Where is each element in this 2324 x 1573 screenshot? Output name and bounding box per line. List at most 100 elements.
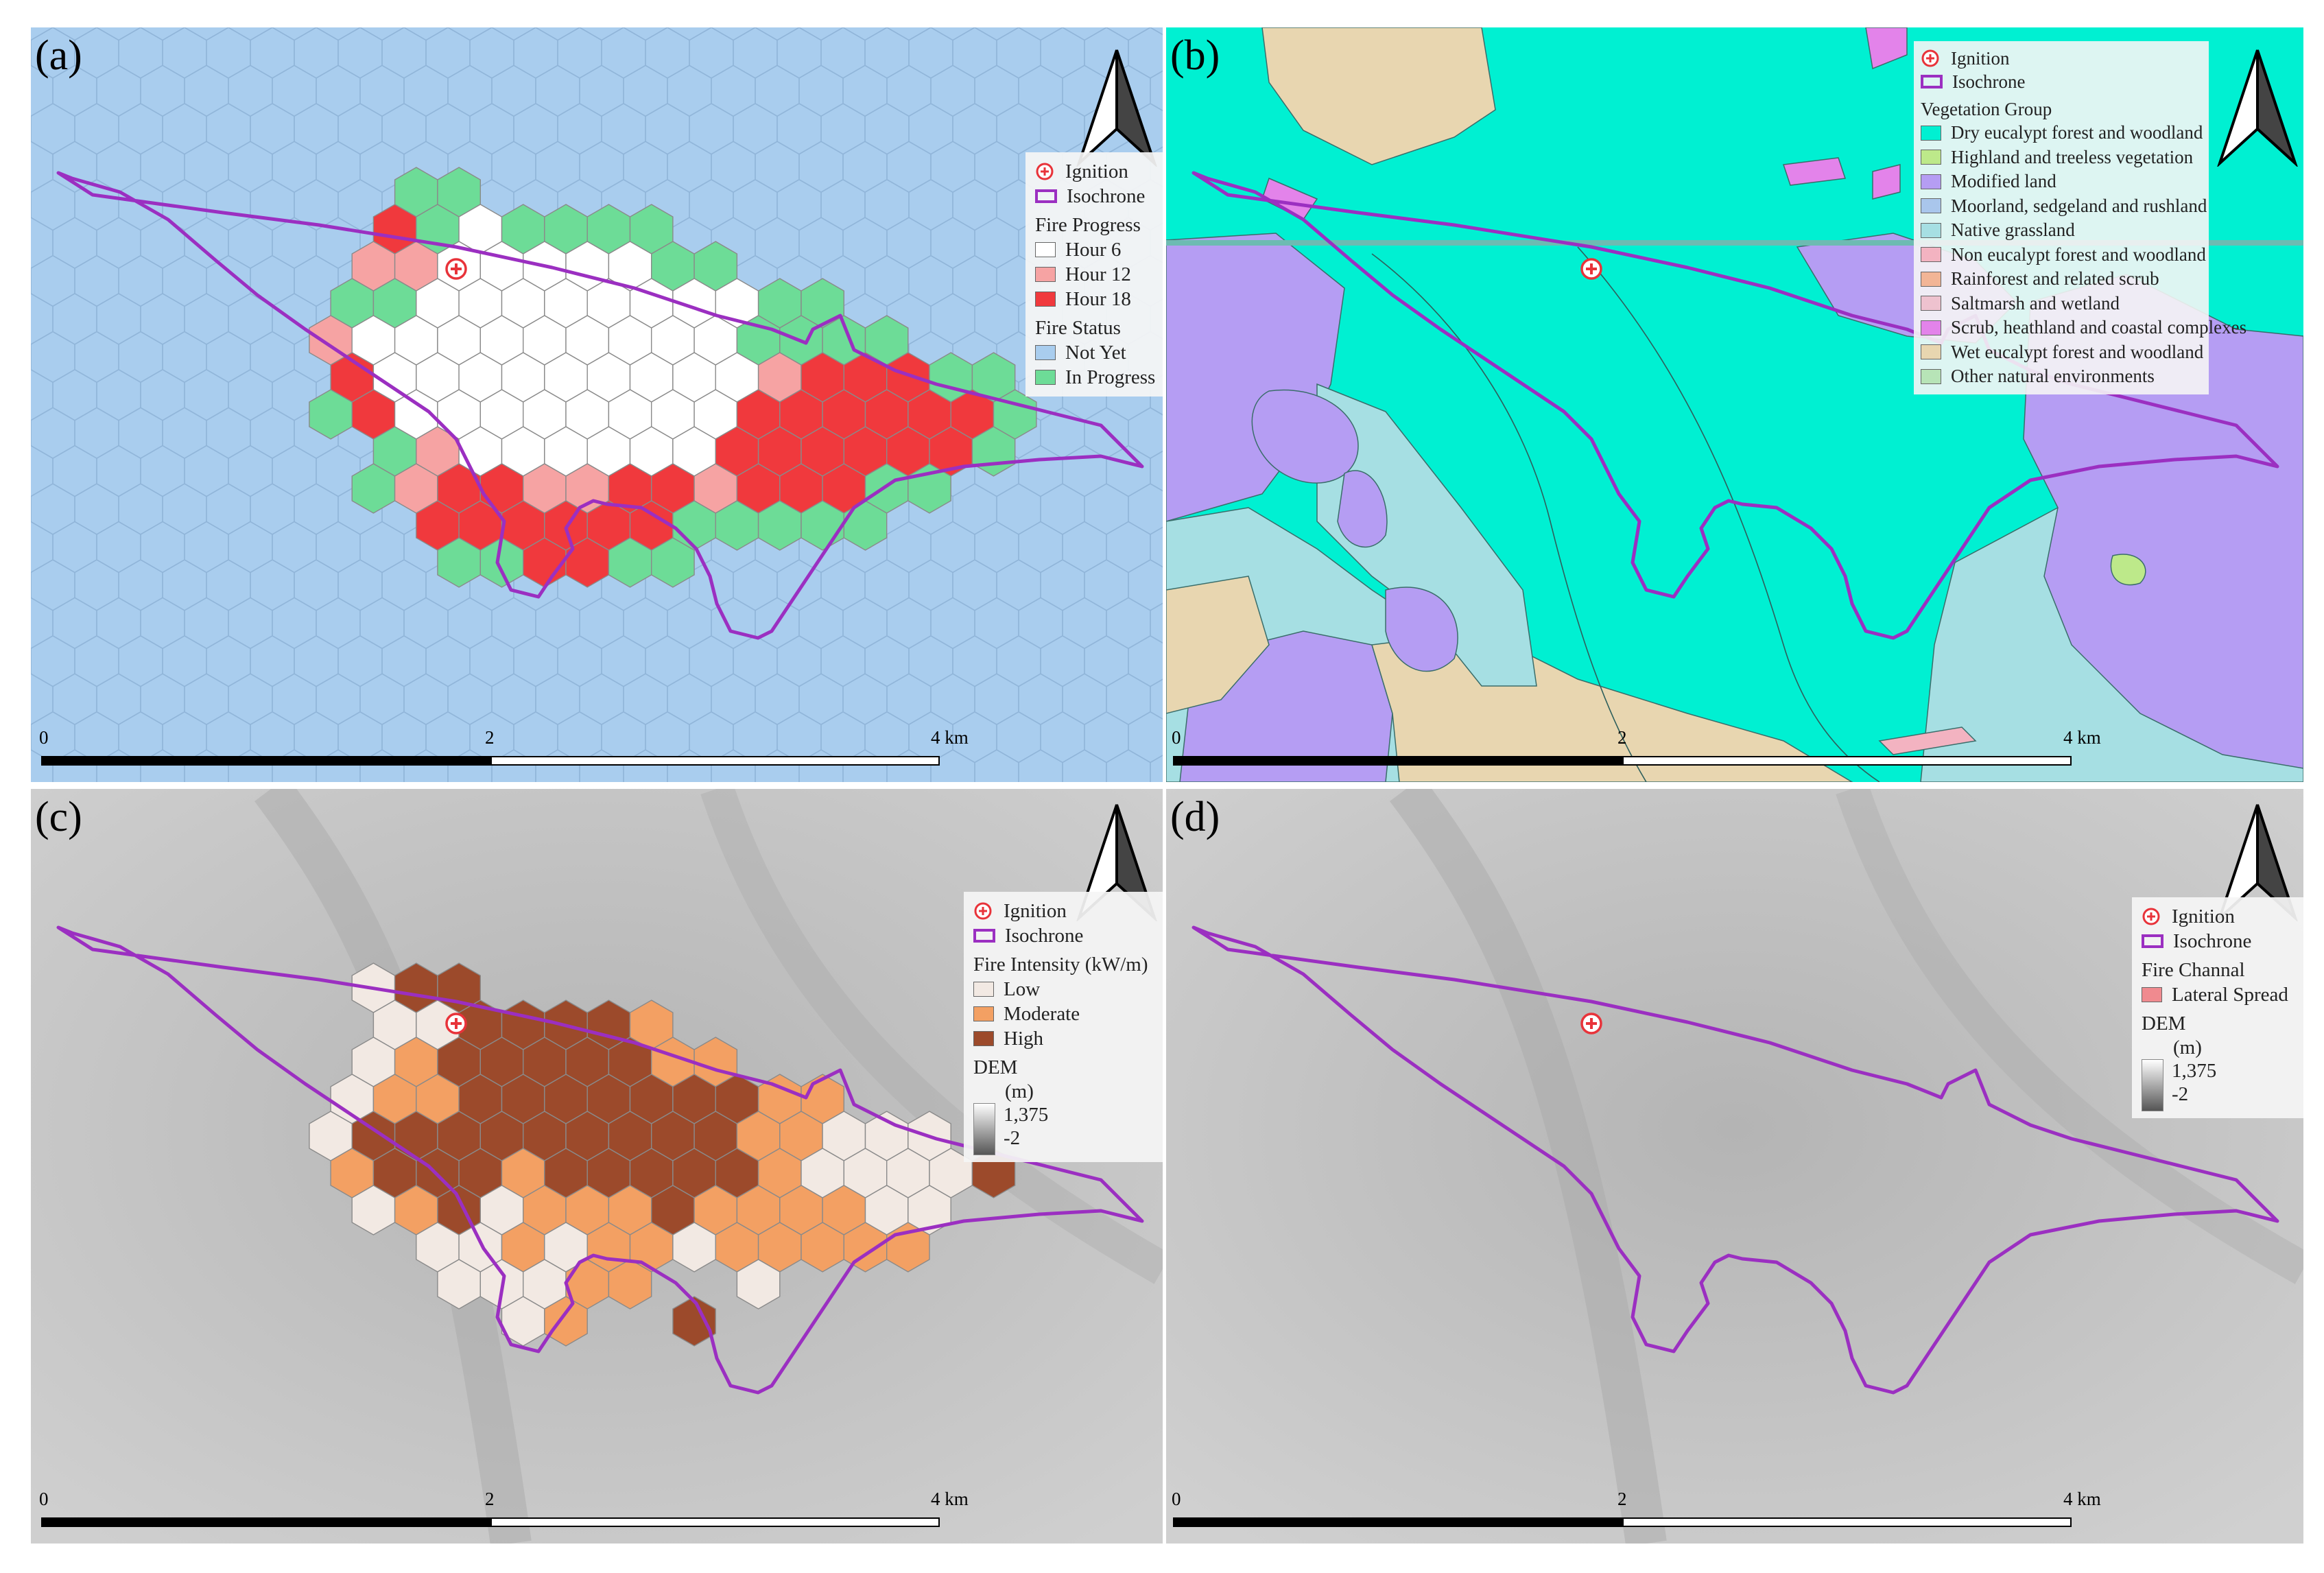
ignition-icon (1921, 49, 1939, 67)
legend-veg-item: Moorland, sedgeland and rushland (1921, 194, 2207, 219)
vegetation-map (1166, 27, 2303, 782)
dem-ridge-2 (700, 789, 1163, 1284)
legend-moderate-label: Moderate (1004, 1003, 1080, 1025)
hex-cell (544, 1296, 588, 1347)
veg-swatch (1921, 344, 1941, 360)
legend-ignition: Ignition (1921, 47, 2202, 70)
scale-tick-0: 0 (39, 1489, 49, 1509)
scale-bar (41, 756, 940, 768)
legend-veg-label: Highland and treeless vegetation (1951, 146, 2194, 167)
dem-min-label: -2 (2172, 1083, 2189, 1105)
vegetation-legend-list: Dry eucalypt forest and woodland Highland… (1921, 121, 2246, 389)
dem-ridge-2 (1836, 789, 2303, 1284)
veg-modified-land-blob1 (1251, 389, 1359, 484)
legend-isochrone-label: Isochrone (2173, 930, 2252, 952)
veg-swatch (1921, 320, 1941, 335)
legend-veg-label: Non eucalypt forest and woodland (1951, 244, 2206, 265)
veg-saltmarsh-patch (1878, 726, 1977, 755)
legend-lateral-spread-label: Lateral Spread (2172, 984, 2288, 1006)
legend-dem-title: DEM (973, 1056, 1018, 1078)
legend-hour12: Hour 12 (1035, 262, 1153, 287)
legend-isochrone-label: Isochrone (1067, 185, 1146, 207)
scale-tick-4: 4 km (931, 1489, 969, 1509)
legend-veg-label: Rainforest and related scrub (1951, 268, 2159, 289)
not-yet-swatch (1035, 345, 1056, 360)
dem-min-label: -2 (1004, 1127, 1021, 1149)
north-arrow-icon (1076, 49, 1157, 167)
scale-tick-2: 2 (1617, 1489, 1627, 1509)
legend-veg-title: Vegetation Group (1921, 99, 2052, 119)
scale-bar (1173, 1517, 2072, 1530)
legend-not-yet: Not Yet (1035, 340, 1153, 365)
legend-dem-unit: (m) (2173, 1037, 2202, 1058)
hex-cell (608, 1259, 652, 1310)
legend-dem-unit: (m) (1005, 1080, 1034, 1102)
hex-cell (736, 1259, 781, 1310)
scale-tick-4: 4 km (2063, 1489, 2101, 1509)
legend-intensity-title: Fire Intensity (kW/m) (973, 954, 1148, 975)
ignition-marker (445, 258, 467, 280)
scale-bar (41, 1517, 940, 1530)
panel-label: (a) (35, 32, 82, 79)
dem-map (1166, 789, 2303, 1544)
legend-ignition-label: Ignition (1951, 48, 2010, 69)
lateral-spread-swatch (2142, 987, 2162, 1002)
legend-in-progress: In Progress (1035, 365, 1156, 390)
legend-moderate: Moderate (973, 1002, 1153, 1026)
legend-veg-label: Scrub, heathland and coastal complexes (1951, 317, 2247, 338)
dem-gradient-swatch (2142, 1059, 2163, 1111)
veg-modified-land-blob2 (1337, 470, 1388, 548)
veg-swatch (1921, 150, 1941, 165)
legend: Ignition Isochrone Fire Progress Hour 6 … (1025, 152, 1163, 397)
legend-hour18: Hour 18 (1035, 287, 1153, 311)
north-arrow-icon (1076, 804, 1157, 921)
isochrone-line (56, 171, 1144, 640)
legend-veg-label: Wet eucalypt forest and woodland (1951, 341, 2204, 362)
legend-high-label: High (1004, 1028, 1043, 1050)
legend: Ignition Isochrone Vegetation Group Dry … (1914, 41, 2246, 394)
legend-hour12-label: Hour 12 (1065, 263, 1131, 285)
veg-stream-line-2 (1577, 246, 1880, 782)
scale-tick-0: 0 (39, 727, 49, 748)
hex-cell (651, 537, 695, 588)
high-swatch (973, 1031, 994, 1046)
panel-a: (a) Ignition Isochrone Fire Progress Hou… (31, 27, 1163, 782)
hex-cell (672, 1296, 716, 1347)
veg-swatch (1921, 174, 1941, 189)
hex-map-a (31, 27, 1163, 782)
veg-scrub-patch1 (1782, 157, 1847, 186)
ignition-icon (2142, 908, 2160, 925)
north-arrow-icon (2217, 49, 2298, 167)
legend-ignition: Ignition (2142, 904, 2294, 929)
isochrone-swatch (2142, 934, 2163, 948)
veg-swatch (1921, 247, 1941, 263)
legend-isochrone: Isochrone (1035, 184, 1153, 209)
isochrone-swatch (973, 929, 995, 943)
legend-veg-label: Saltmarsh and wetland (1951, 292, 2120, 314)
legend-high: High (973, 1026, 1153, 1051)
legend-isochrone-label: Isochrone (1005, 925, 1084, 947)
panel-b: (b) Ignition Isochrone Vegetation Group … (1166, 27, 2303, 782)
veg-scrub-patch2 (1872, 164, 1901, 200)
legend-hour6-label: Hour 6 (1065, 239, 1122, 261)
dem-gradient-swatch (973, 1103, 995, 1155)
legend-ignition-label: Ignition (1004, 900, 1067, 922)
legend-veg-label: Other natural environments (1951, 366, 2155, 386)
hour6-swatch (1035, 242, 1056, 257)
veg-wet-eucalypt-north (1261, 27, 1496, 165)
legend-ignition-label: Ignition (1065, 161, 1128, 182)
veg-modified-land-blob3 (1385, 587, 1458, 672)
fire-progress-hexes (309, 167, 1037, 588)
hex-cell (843, 500, 888, 551)
panel-d: (d) Ignition Isochrone Fire Channal Late… (1166, 789, 2303, 1544)
legend-veg-item: Saltmarsh and wetland (1921, 292, 2202, 316)
isochrone-swatch (1921, 75, 1943, 88)
ignition-icon (1036, 163, 1054, 180)
in-progress-swatch (1035, 370, 1056, 385)
fire-intensity-hexes (309, 962, 1016, 1347)
scale-tick-2: 2 (485, 1489, 495, 1509)
legend-veg-item: Non eucalypt forest and woodland (1921, 243, 2206, 268)
legend-not-yet-label: Not Yet (1065, 342, 1126, 364)
ignition-marker (1580, 1013, 1602, 1034)
legend-in-progress-label: In Progress (1065, 366, 1156, 388)
